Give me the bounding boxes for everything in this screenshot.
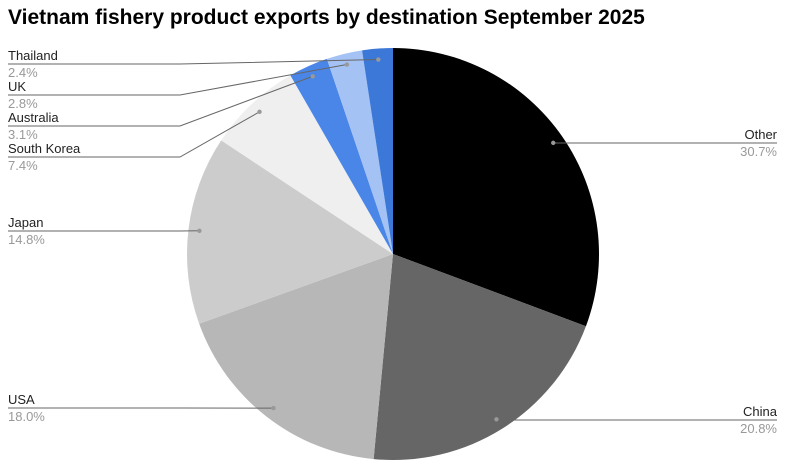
slice-usa[interactable] <box>199 254 393 460</box>
label-uk: UK <box>8 79 26 94</box>
leader-dot-japan <box>197 228 202 233</box>
slice-other[interactable] <box>393 48 599 327</box>
leader-line-china <box>496 418 777 421</box>
label-south-korea: South Korea <box>8 141 81 156</box>
leader-dot-australia <box>310 74 315 79</box>
value-thailand: 2.4% <box>8 65 38 80</box>
slice-japan[interactable] <box>187 140 393 324</box>
leader-line-australia <box>8 75 313 127</box>
label-australia: Australia <box>8 110 59 125</box>
leader-dot-south-korea <box>257 109 262 115</box>
slice-thailand[interactable] <box>362 48 393 254</box>
value-china: 20.8% <box>740 421 777 436</box>
value-usa: 18.0% <box>8 409 45 424</box>
value-uk: 2.8% <box>8 96 38 111</box>
leader-dot-china <box>494 417 499 422</box>
label-thailand: Thailand <box>8 48 58 63</box>
label-usa: USA <box>8 392 35 407</box>
slice-uk[interactable] <box>326 50 393 255</box>
value-australia: 3.1% <box>8 127 38 142</box>
value-japan: 14.8% <box>8 232 45 247</box>
label-japan: Japan <box>8 215 43 230</box>
leader-line-thailand <box>8 59 379 65</box>
slice-south-korea[interactable] <box>221 75 393 254</box>
slice-australia[interactable] <box>290 58 393 254</box>
leader-line-uk <box>8 64 347 96</box>
leader-dot-other <box>551 140 556 146</box>
leader-dot-usa <box>271 405 276 411</box>
label-china: China <box>743 404 778 419</box>
leader-line-south-korea <box>8 111 260 158</box>
slice-china[interactable] <box>373 254 586 460</box>
label-other: Other <box>744 127 777 142</box>
leader-dot-uk <box>344 62 350 67</box>
chart-title: Vietnam fishery product exports by desti… <box>8 6 645 29</box>
value-other: 30.7% <box>740 144 777 159</box>
leader-dot-thailand <box>376 57 381 62</box>
value-south-korea: 7.4% <box>8 158 38 173</box>
